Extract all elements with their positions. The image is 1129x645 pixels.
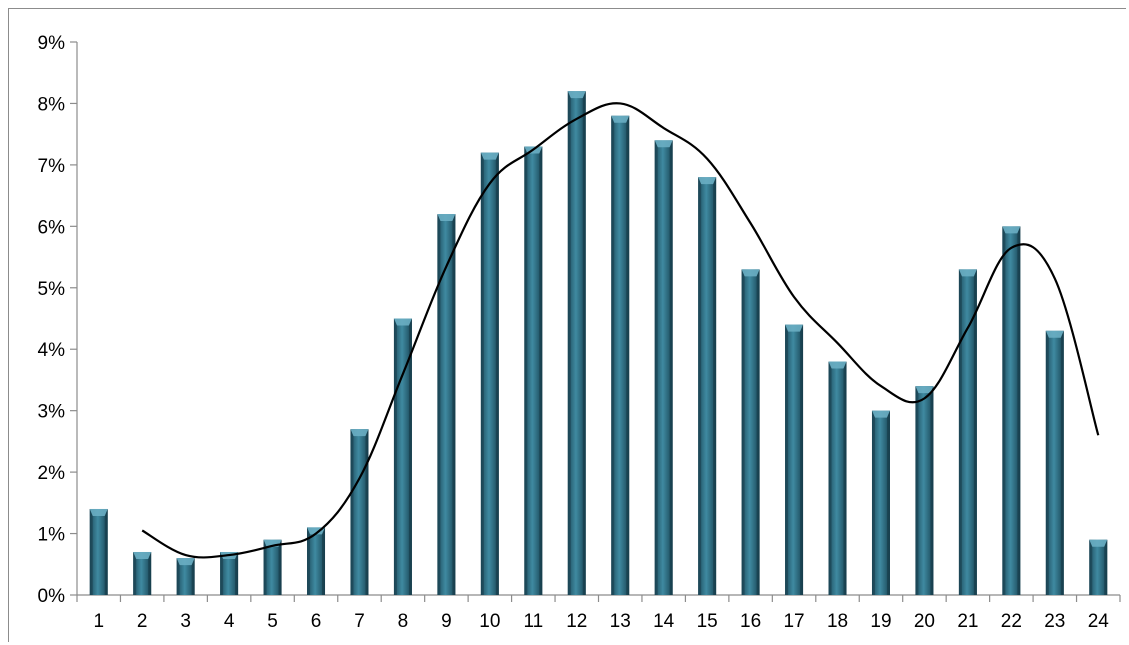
y-tick-label: 3% (38, 402, 66, 423)
trend-line-layer (141, 102, 1100, 559)
bar (1002, 226, 1021, 596)
bar (958, 269, 977, 595)
bar (785, 324, 804, 595)
x-tick-label: 6 (311, 611, 322, 632)
x-tick-label: 22 (1001, 611, 1022, 632)
chart-frame (8, 8, 1126, 642)
x-tick-label: 3 (180, 611, 191, 632)
x-tick-label: 12 (566, 611, 587, 632)
bar (654, 140, 673, 596)
x-tick-label: 24 (1088, 611, 1110, 632)
x-tick-label: 21 (957, 611, 978, 632)
bar (263, 539, 282, 595)
bar (698, 177, 717, 595)
bar (1089, 539, 1108, 595)
y-tick-label: 4% (38, 340, 66, 361)
x-tick-label: 7 (354, 611, 365, 632)
bar (350, 429, 369, 595)
bar (1045, 330, 1064, 595)
x-tick-label: 23 (1044, 611, 1065, 632)
bar (524, 146, 543, 595)
bar (567, 91, 586, 596)
x-tick-label: 19 (870, 611, 891, 632)
y-tick-label: 1% (38, 525, 66, 546)
y-tick-label: 5% (38, 279, 66, 300)
y-tick-label: 7% (38, 156, 66, 177)
x-tick-label: 2 (137, 611, 148, 632)
bar (741, 269, 760, 595)
bar (480, 152, 499, 595)
x-tick-label: 11 (523, 611, 543, 632)
x-tick-label: 1 (93, 611, 104, 632)
y-tick-label: 8% (38, 94, 66, 115)
x-tick-label: 5 (267, 611, 278, 632)
x-tick-label: 10 (479, 611, 500, 632)
trend-line (141, 102, 1100, 559)
y-tick-label: 9% (38, 33, 66, 54)
x-tick-label: 14 (653, 611, 675, 632)
x-tick-label: 18 (827, 611, 848, 632)
x-tick-label: 16 (740, 611, 761, 632)
bar (89, 508, 108, 595)
bar (307, 527, 326, 595)
x-tick-label: 4 (224, 611, 235, 632)
bar (220, 551, 239, 595)
bars-layer (89, 91, 1108, 596)
y-tick-label: 6% (38, 217, 66, 238)
bar (611, 115, 630, 595)
bar (176, 558, 195, 595)
x-tick-label: 13 (610, 611, 631, 632)
bar (133, 551, 152, 595)
tick-labels-layer: 0%1%2%3%4%5%6%7%8%9%1 2 3 4 5 6 7 8 9 10 11 12 13 14 1… (38, 33, 1110, 632)
y-tick-label: 2% (38, 463, 66, 484)
x-tick-label: 20 (914, 611, 935, 632)
bar (915, 386, 934, 595)
y-tick-label: 0% (38, 586, 66, 607)
axes (70, 41, 1121, 602)
x-tick-label: 15 (697, 611, 718, 632)
bar (828, 361, 847, 595)
bar (871, 410, 890, 595)
x-tick-label: 9 (441, 611, 452, 632)
bar (437, 214, 456, 596)
x-tick-label: 17 (783, 611, 804, 632)
x-tick-label: 8 (398, 611, 409, 632)
